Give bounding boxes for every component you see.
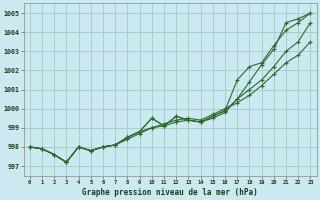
X-axis label: Graphe pression niveau de la mer (hPa): Graphe pression niveau de la mer (hPa) bbox=[82, 188, 258, 197]
